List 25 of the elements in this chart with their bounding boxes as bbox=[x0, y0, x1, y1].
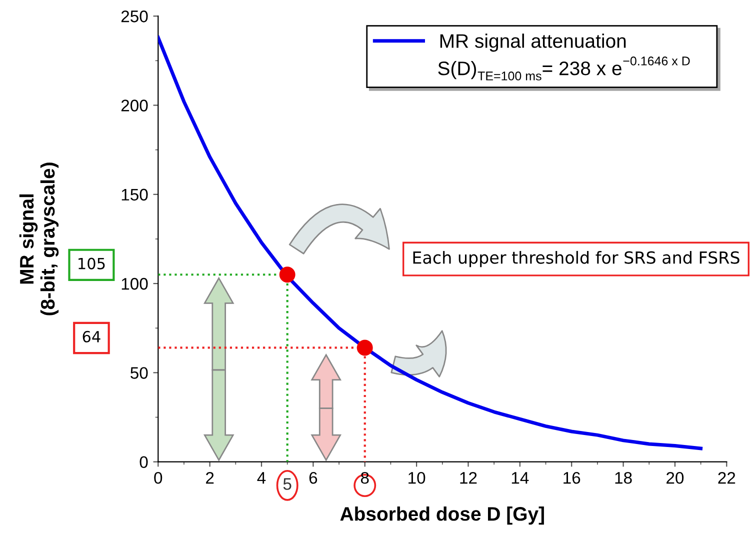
x-tick-label: 10 bbox=[408, 472, 426, 484]
x-tick-label: 22 bbox=[718, 472, 736, 484]
text: 105 bbox=[78, 258, 105, 270]
text: 64 bbox=[82, 330, 100, 342]
x-tick-label: 2 bbox=[206, 472, 214, 484]
y-tick-label: 100 bbox=[122, 278, 148, 290]
x-axis-title: Absorbed dose D [Gy] bbox=[340, 506, 544, 525]
y-tick-label: 200 bbox=[121, 100, 148, 112]
x-tick-label: 18 bbox=[615, 472, 632, 484]
x-tick-label: 14 bbox=[512, 472, 529, 484]
y-axis-title: MR signal (8-bit, grayscale) bbox=[19, 162, 59, 316]
x-tick-label: 8 bbox=[360, 472, 369, 484]
x-tick-label: 6 bbox=[309, 472, 318, 484]
annotation: Each upper threshold for SRS and FSRS bbox=[413, 250, 740, 268]
y-tick-label: 50 bbox=[130, 367, 148, 379]
y-tick-label: 250 bbox=[121, 10, 148, 22]
x-tick-label: 12 bbox=[460, 472, 477, 484]
x-tick-label: 0 bbox=[154, 472, 162, 484]
annotation: 5 bbox=[283, 478, 292, 490]
x-tick-label: 4 bbox=[257, 472, 266, 484]
y-tick-label: 150 bbox=[122, 188, 148, 201]
legend-label: MR signal attenuation bbox=[440, 34, 626, 52]
x-tick-label: 16 bbox=[564, 472, 580, 484]
y-tick-label: 0 bbox=[140, 456, 148, 468]
x-tick-label: 20 bbox=[666, 472, 684, 484]
